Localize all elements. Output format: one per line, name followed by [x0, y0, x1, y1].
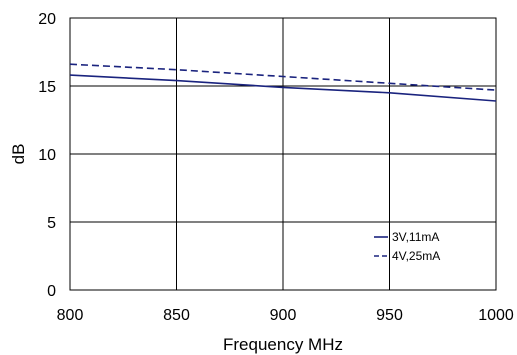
legend-label-1: 3V,11mA — [392, 230, 439, 244]
tick-labels: 800 850 900 950 1000 0 5 10 15 20 — [38, 11, 514, 324]
series-line-1 — [69, 74, 497, 102]
y-tick-label: 20 — [38, 11, 56, 28]
x-tick-label: 900 — [270, 307, 297, 324]
x-axis-label: Frequency MHz — [223, 335, 343, 354]
x-tick-label: 1000 — [478, 307, 514, 324]
y-tick-label: 15 — [38, 79, 56, 96]
x-tick-label: 800 — [57, 307, 84, 324]
y-tick-label: 10 — [38, 147, 56, 164]
y-axis-label: dB — [9, 144, 28, 165]
x-tick-label: 950 — [376, 307, 403, 324]
series-line-2 — [69, 63, 497, 91]
plot-area-frame — [69, 17, 497, 291]
x-tick-label: 850 — [163, 307, 190, 324]
legend: 3V,11mA 4V,25mA — [374, 230, 440, 263]
y-tick-label: 5 — [47, 215, 56, 232]
y-tick-label: 0 — [47, 283, 56, 300]
series-lines — [69, 63, 497, 102]
legend-label-2: 4V,25mA — [392, 249, 440, 263]
